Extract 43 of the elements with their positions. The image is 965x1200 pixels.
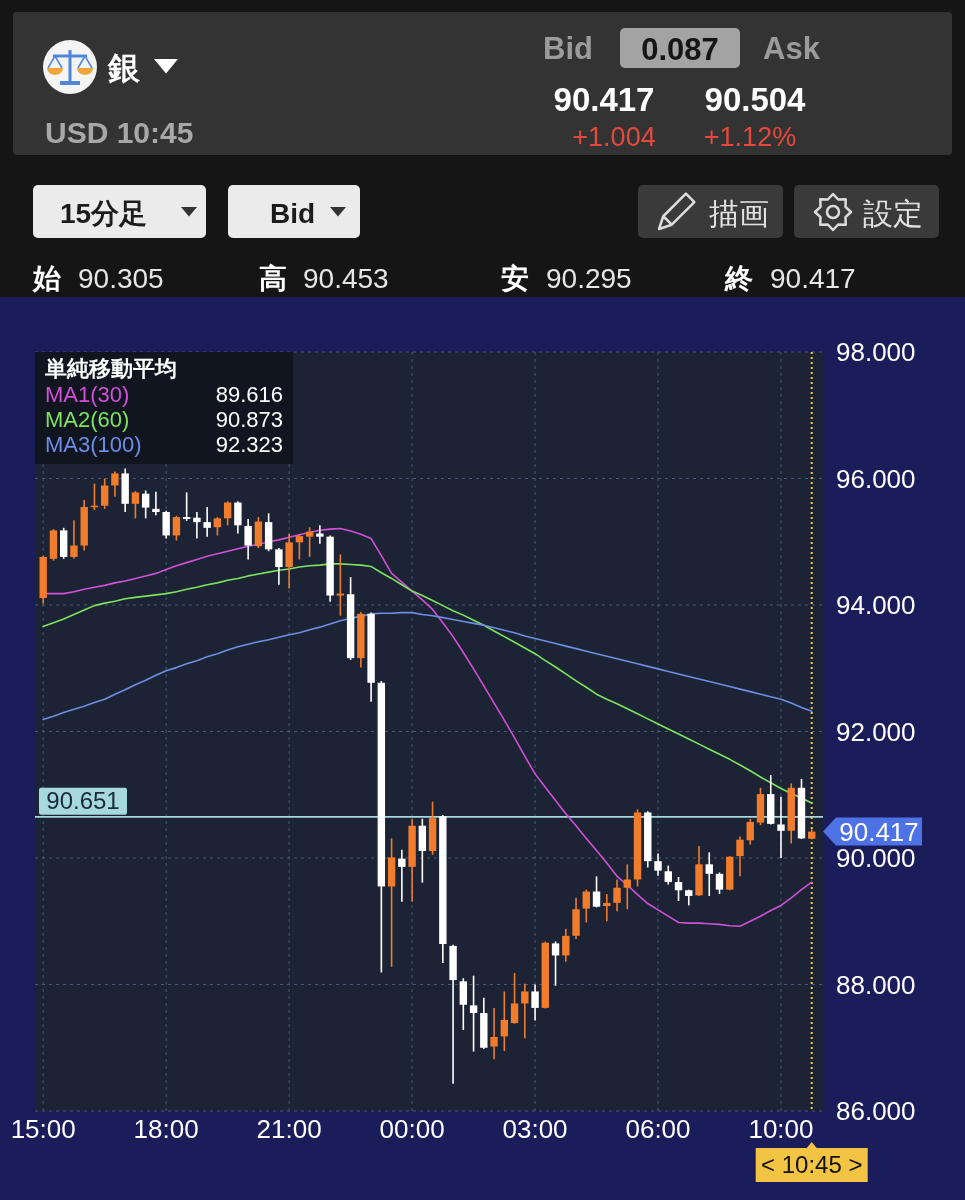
chart-subtitle: USD 10:45 — [45, 116, 194, 149]
x-tick-label: 10:00 — [748, 1114, 814, 1144]
text: +1.12% — [703, 122, 797, 152]
text: 90.305 — [78, 263, 164, 294]
y-tick-label: 86.000 — [836, 1096, 916, 1126]
y-tick-label: 94.000 — [836, 590, 916, 620]
text: MA1(30) — [45, 382, 130, 407]
y-tick-label: 88.000 — [836, 969, 916, 1000]
text: 終 — [724, 263, 753, 294]
x-tick-label: < 10:45 > — [761, 1151, 863, 1178]
text: 90.417 — [770, 263, 856, 294]
y-tick-label: 98.000 — [836, 337, 916, 367]
x-tick-label: 15:00 — [10, 1114, 76, 1144]
x-tick-label: 03:00 — [502, 1114, 568, 1144]
text: 高 — [259, 263, 287, 294]
text: 15分足 — [60, 198, 148, 229]
annotation: 89.616 — [215, 382, 283, 407]
annotation: 92.323 — [215, 432, 283, 457]
x-tick-label: 21:00 — [256, 1114, 322, 1144]
text: Bid — [270, 198, 316, 229]
text: 描画 — [709, 197, 769, 230]
text: 安 — [501, 263, 529, 294]
y-tick-label: 92.000 — [836, 716, 916, 747]
text: 始 — [32, 263, 61, 294]
x-tick-label: 18:00 — [133, 1114, 199, 1144]
text: MA3(100) — [45, 432, 142, 457]
y-tick-label: 96.000 — [836, 463, 916, 494]
x-tick-label: 06:00 — [625, 1114, 691, 1144]
text: 0.087 — [641, 32, 719, 67]
x-tick-label: 00:00 — [379, 1114, 445, 1144]
text: 90.453 — [303, 263, 389, 294]
text: Bid — [543, 31, 593, 66]
text: 90.504 — [704, 81, 807, 118]
ref-line-label: 90.651 — [46, 786, 120, 814]
chart-title: 銀 — [107, 50, 141, 86]
annotation: 90.873 — [215, 407, 283, 432]
text: 90.295 — [546, 263, 632, 294]
text: 設定 — [863, 197, 923, 230]
text: Ask — [763, 31, 821, 66]
text: 90.417 — [553, 81, 655, 118]
text: +1.004 — [572, 122, 656, 152]
text: MA2(60) — [45, 407, 130, 432]
legend-title: 単純移動平均 — [44, 356, 177, 381]
